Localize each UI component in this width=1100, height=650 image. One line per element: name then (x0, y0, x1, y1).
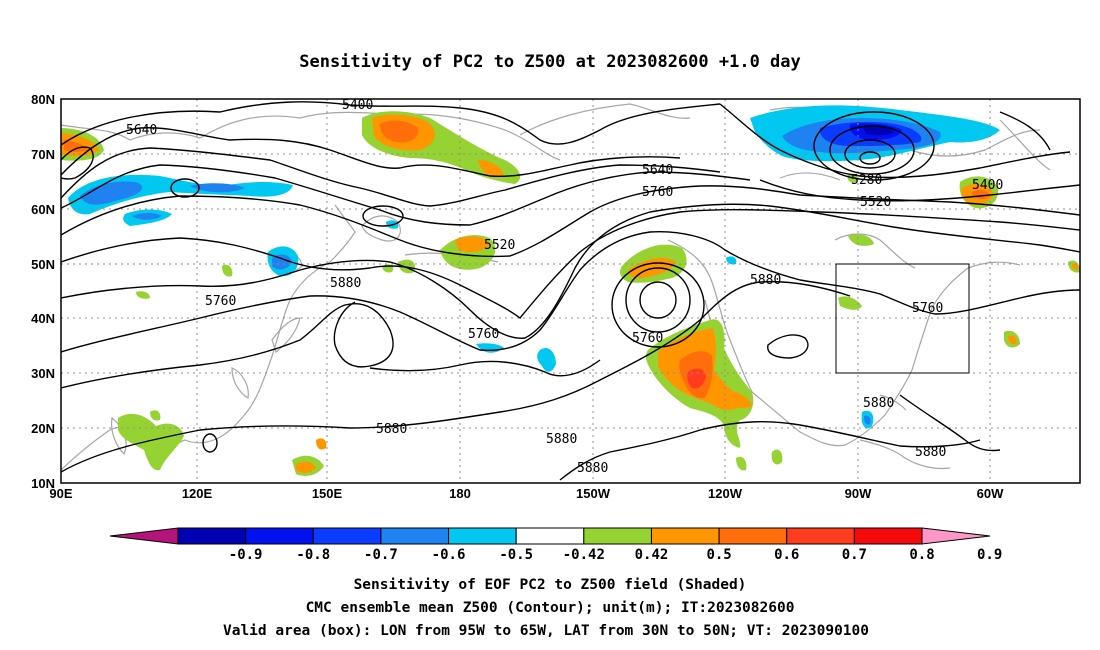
valid-area-box (835, 263, 970, 374)
contour-label: 5880 (546, 432, 577, 447)
lon-label: 150W (576, 486, 611, 501)
z500-contours (61, 101, 1080, 481)
colorbar-label: 0.5 (706, 547, 731, 563)
colorbar-swatch (448, 527, 517, 545)
colorbar-high-extension (921, 527, 991, 545)
footer-line-1: Sensitivity of EOF PC2 to Z500 field (Sh… (354, 577, 747, 593)
latitude-labels: 80N 70N 60N 50N 40N 30N 20N 10N (31, 92, 55, 491)
colorbar-label: 0.42 (635, 547, 669, 563)
contour-label: 5760 (205, 294, 236, 309)
contour-label: 5640 (126, 123, 157, 138)
colorbar-label: -0.6 (432, 547, 466, 563)
lon-label: 120W (708, 486, 743, 501)
footer-line-3: Valid area (box): LON from 95W to 65W, L… (223, 623, 869, 639)
contour-label: 5280 (851, 173, 882, 188)
colorbar-label: 0.6 (774, 547, 799, 563)
lat-label: 80N (31, 92, 55, 107)
map-border (60, 98, 1081, 484)
contour-label: 5760 (642, 185, 673, 200)
colorbar-swatch (245, 527, 314, 545)
longitude-labels: 90E 120E 150E 180 150W 120W 90W 60W (49, 486, 1004, 501)
lon-label: 90W (845, 486, 872, 501)
contour-label: 5520 (484, 238, 515, 253)
lon-label: 150E (312, 486, 343, 501)
colorbar-swatch (380, 527, 450, 545)
colorbar-swatch (583, 527, 652, 545)
map-panel: 5400 5640 5640 5760 5520 5280 5520 5400 … (61, 98, 1080, 483)
colorbar-label: 0.9 (977, 547, 1002, 563)
contour-label: 5880 (915, 445, 946, 460)
colorbar-label: -0.9 (229, 547, 263, 563)
lat-label: 50N (31, 257, 55, 272)
contour-label: 5880 (577, 461, 608, 476)
contour-label: 5880 (750, 273, 781, 288)
contour-label: 5400 (972, 178, 1003, 193)
colorbar-swatch (650, 527, 720, 545)
colorbar-label: -0.5 (499, 547, 533, 563)
colorbar-swatch (312, 527, 382, 545)
contour-label: 5760 (632, 331, 663, 346)
lat-label: 20N (31, 421, 55, 436)
contour-label: 5880 (376, 422, 407, 437)
colorbar-low-extension (109, 527, 179, 545)
lon-label: 60W (977, 486, 1004, 501)
lat-label: 30N (31, 366, 55, 381)
footer-line-2: CMC ensemble mean Z500 (Contour); unit(m… (306, 600, 795, 616)
contour-label: 5520 (860, 195, 891, 210)
colorbar-label: -0.42 (563, 547, 605, 563)
sensitivity-shading (61, 105, 1080, 476)
contour-label: 5760 (468, 327, 499, 342)
colorbar-label: 0.8 (909, 547, 934, 563)
lat-label: 70N (31, 147, 55, 162)
colorbar-label: 0.7 (842, 547, 867, 563)
colorbar-swatch (718, 527, 788, 545)
colorbar-label: -0.7 (364, 547, 398, 563)
colorbar-swatch (177, 527, 247, 545)
colorbar-swatch (786, 527, 855, 545)
contour-label: 5880 (863, 396, 894, 411)
colorbar-label: -0.8 (296, 547, 330, 563)
contour-label: 5760 (912, 301, 943, 316)
contour-label: 5640 (642, 163, 673, 178)
lon-label: 120E (182, 486, 213, 501)
lat-label: 40N (31, 311, 55, 326)
lon-label: 90E (49, 486, 72, 501)
figure-title: Sensitivity of PC2 to Z500 at 2023082600… (299, 52, 801, 72)
contour-label: 5400 (342, 98, 373, 113)
lat-label: 10N (31, 476, 55, 491)
lon-label: 180 (449, 486, 471, 501)
colorbar-swatch (853, 527, 923, 545)
contour-label: 5880 (330, 276, 361, 291)
colorbar: -0.9 -0.8 -0.7 -0.6 -0.5 -0.42 0.42 0.5 0.6 0.7 0.… (109, 527, 1002, 563)
colorbar-swatch (515, 527, 585, 545)
lat-label: 60N (31, 202, 55, 217)
contour-labels: 5400 5640 5640 5760 5520 5280 5520 5400 … (126, 98, 1003, 476)
